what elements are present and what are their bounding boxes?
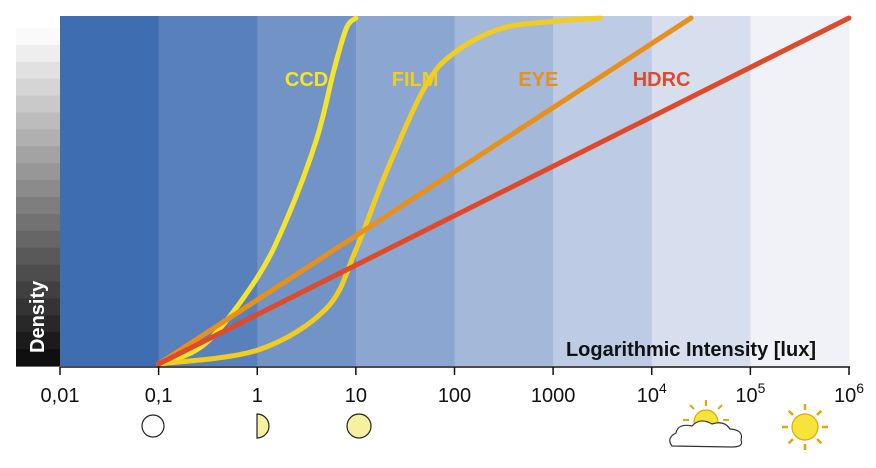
series-line-hdrc	[156, 15, 852, 367]
density-step	[16, 230, 60, 249]
density-step	[16, 61, 60, 80]
x-tick-label: 1000	[531, 385, 576, 407]
x-axis-ticks: 0,01 0,1 1 10 100 1000 104 105 106	[41, 366, 864, 407]
series-line-film	[156, 15, 603, 367]
sun-ray	[787, 438, 794, 445]
series-line-eye	[156, 15, 694, 367]
density-step	[16, 16, 60, 28]
density-step	[16, 281, 60, 299]
density-step	[16, 78, 60, 97]
intensity-bands	[60, 16, 850, 366]
series-label-ccd: CCD	[285, 69, 328, 91]
density-step	[16, 315, 60, 333]
x-tick-label: 100	[438, 385, 471, 407]
series-label-film: FILM	[392, 69, 439, 91]
full-moon-icon	[346, 413, 372, 439]
series-curves	[156, 15, 852, 367]
illumination-icons	[141, 400, 828, 450]
sun-icon	[782, 404, 828, 450]
density-step	[16, 28, 60, 46]
density-step	[16, 264, 60, 283]
intensity-band	[60, 16, 160, 366]
series-label-hdrc: HDRC	[633, 69, 691, 91]
density-step	[16, 163, 60, 181]
density-label: Density	[27, 280, 49, 353]
x-tick-label: 105	[735, 380, 765, 407]
sun-ray	[787, 409, 794, 416]
x-tick-label: 10	[345, 385, 367, 407]
density-step	[16, 298, 60, 316]
intensity-band	[355, 16, 455, 366]
density-step	[16, 180, 60, 198]
x-tick-label: 0,01	[41, 385, 80, 407]
density-step	[16, 95, 60, 114]
x-tick-label: 0,1	[145, 385, 173, 407]
density-gradient-scale	[16, 16, 60, 367]
density-step	[16, 129, 60, 147]
density-step	[16, 247, 60, 266]
intensity-band	[158, 16, 258, 366]
x-tick-label: 104	[637, 380, 667, 407]
density-step	[16, 44, 60, 63]
density-step	[16, 332, 60, 350]
sun-behind-cloud-icon	[669, 400, 743, 448]
half-moon-icon	[256, 413, 270, 439]
density-step	[16, 213, 60, 232]
density-step	[16, 349, 60, 367]
x-axis-title: Logarithmic Intensity [lux]	[566, 339, 816, 361]
density-step	[16, 146, 60, 164]
series-labels: CCD FILM EYE HDRC	[285, 69, 691, 91]
x-tick-label: 1	[252, 385, 263, 407]
sun-ray	[816, 438, 823, 445]
intensity-band	[750, 16, 850, 366]
density-step	[16, 112, 60, 130]
x-tick-label: 106	[834, 380, 864, 407]
density-step	[16, 197, 60, 215]
new-moon-icon	[141, 414, 165, 438]
sun-ray	[816, 409, 823, 416]
series-label-eye: EYE	[518, 69, 558, 91]
